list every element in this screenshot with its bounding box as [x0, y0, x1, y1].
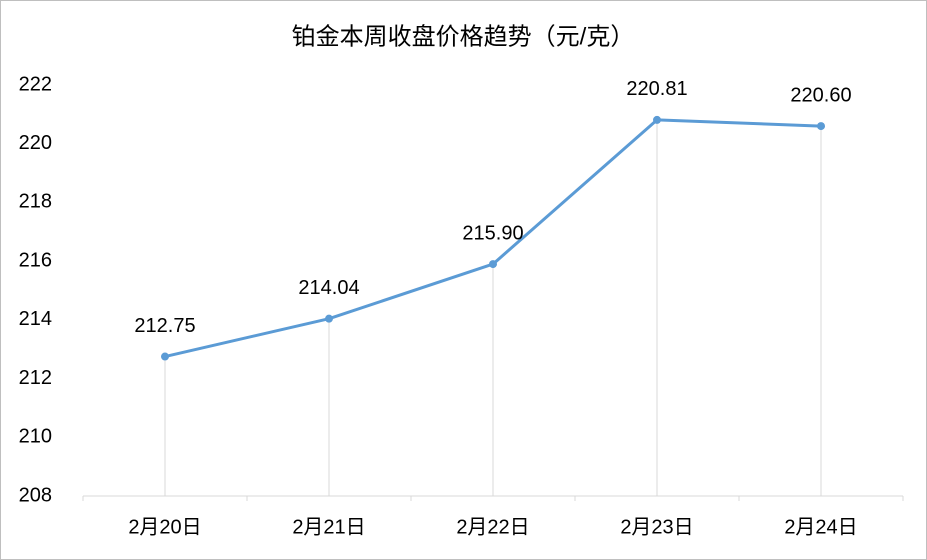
- y-tick-label: 208: [19, 484, 52, 506]
- point: [489, 260, 497, 269]
- y-tick-label: 218: [19, 191, 52, 213]
- x-tick-label: 2月20日: [128, 516, 201, 538]
- data-label: 212.75: [134, 315, 195, 337]
- x-tick-label: 2月22日: [456, 516, 529, 538]
- x-tick-label: 2月24日: [784, 516, 857, 538]
- y-tick-label: 220: [19, 132, 52, 154]
- x-tick-label: 2月21日: [292, 516, 365, 538]
- y-tick-label: 214: [19, 308, 52, 330]
- point: [653, 115, 661, 124]
- y-tick-label: 212: [19, 367, 52, 389]
- y-tick-label: 222: [19, 73, 52, 95]
- point: [325, 314, 333, 323]
- point: [817, 122, 825, 131]
- data-label: 220.81: [626, 78, 687, 100]
- data-label: 214.04: [298, 277, 359, 299]
- chart-title: 铂金本周收盘价格趋势（元/克）: [292, 23, 635, 50]
- data-label: 220.60: [790, 84, 851, 106]
- y-tick-label: 216: [19, 249, 52, 271]
- x-tick-label: 2月23日: [620, 516, 693, 538]
- data-label: 215.90: [462, 222, 523, 244]
- point: [161, 352, 169, 361]
- y-tick-label: 210: [19, 426, 52, 448]
